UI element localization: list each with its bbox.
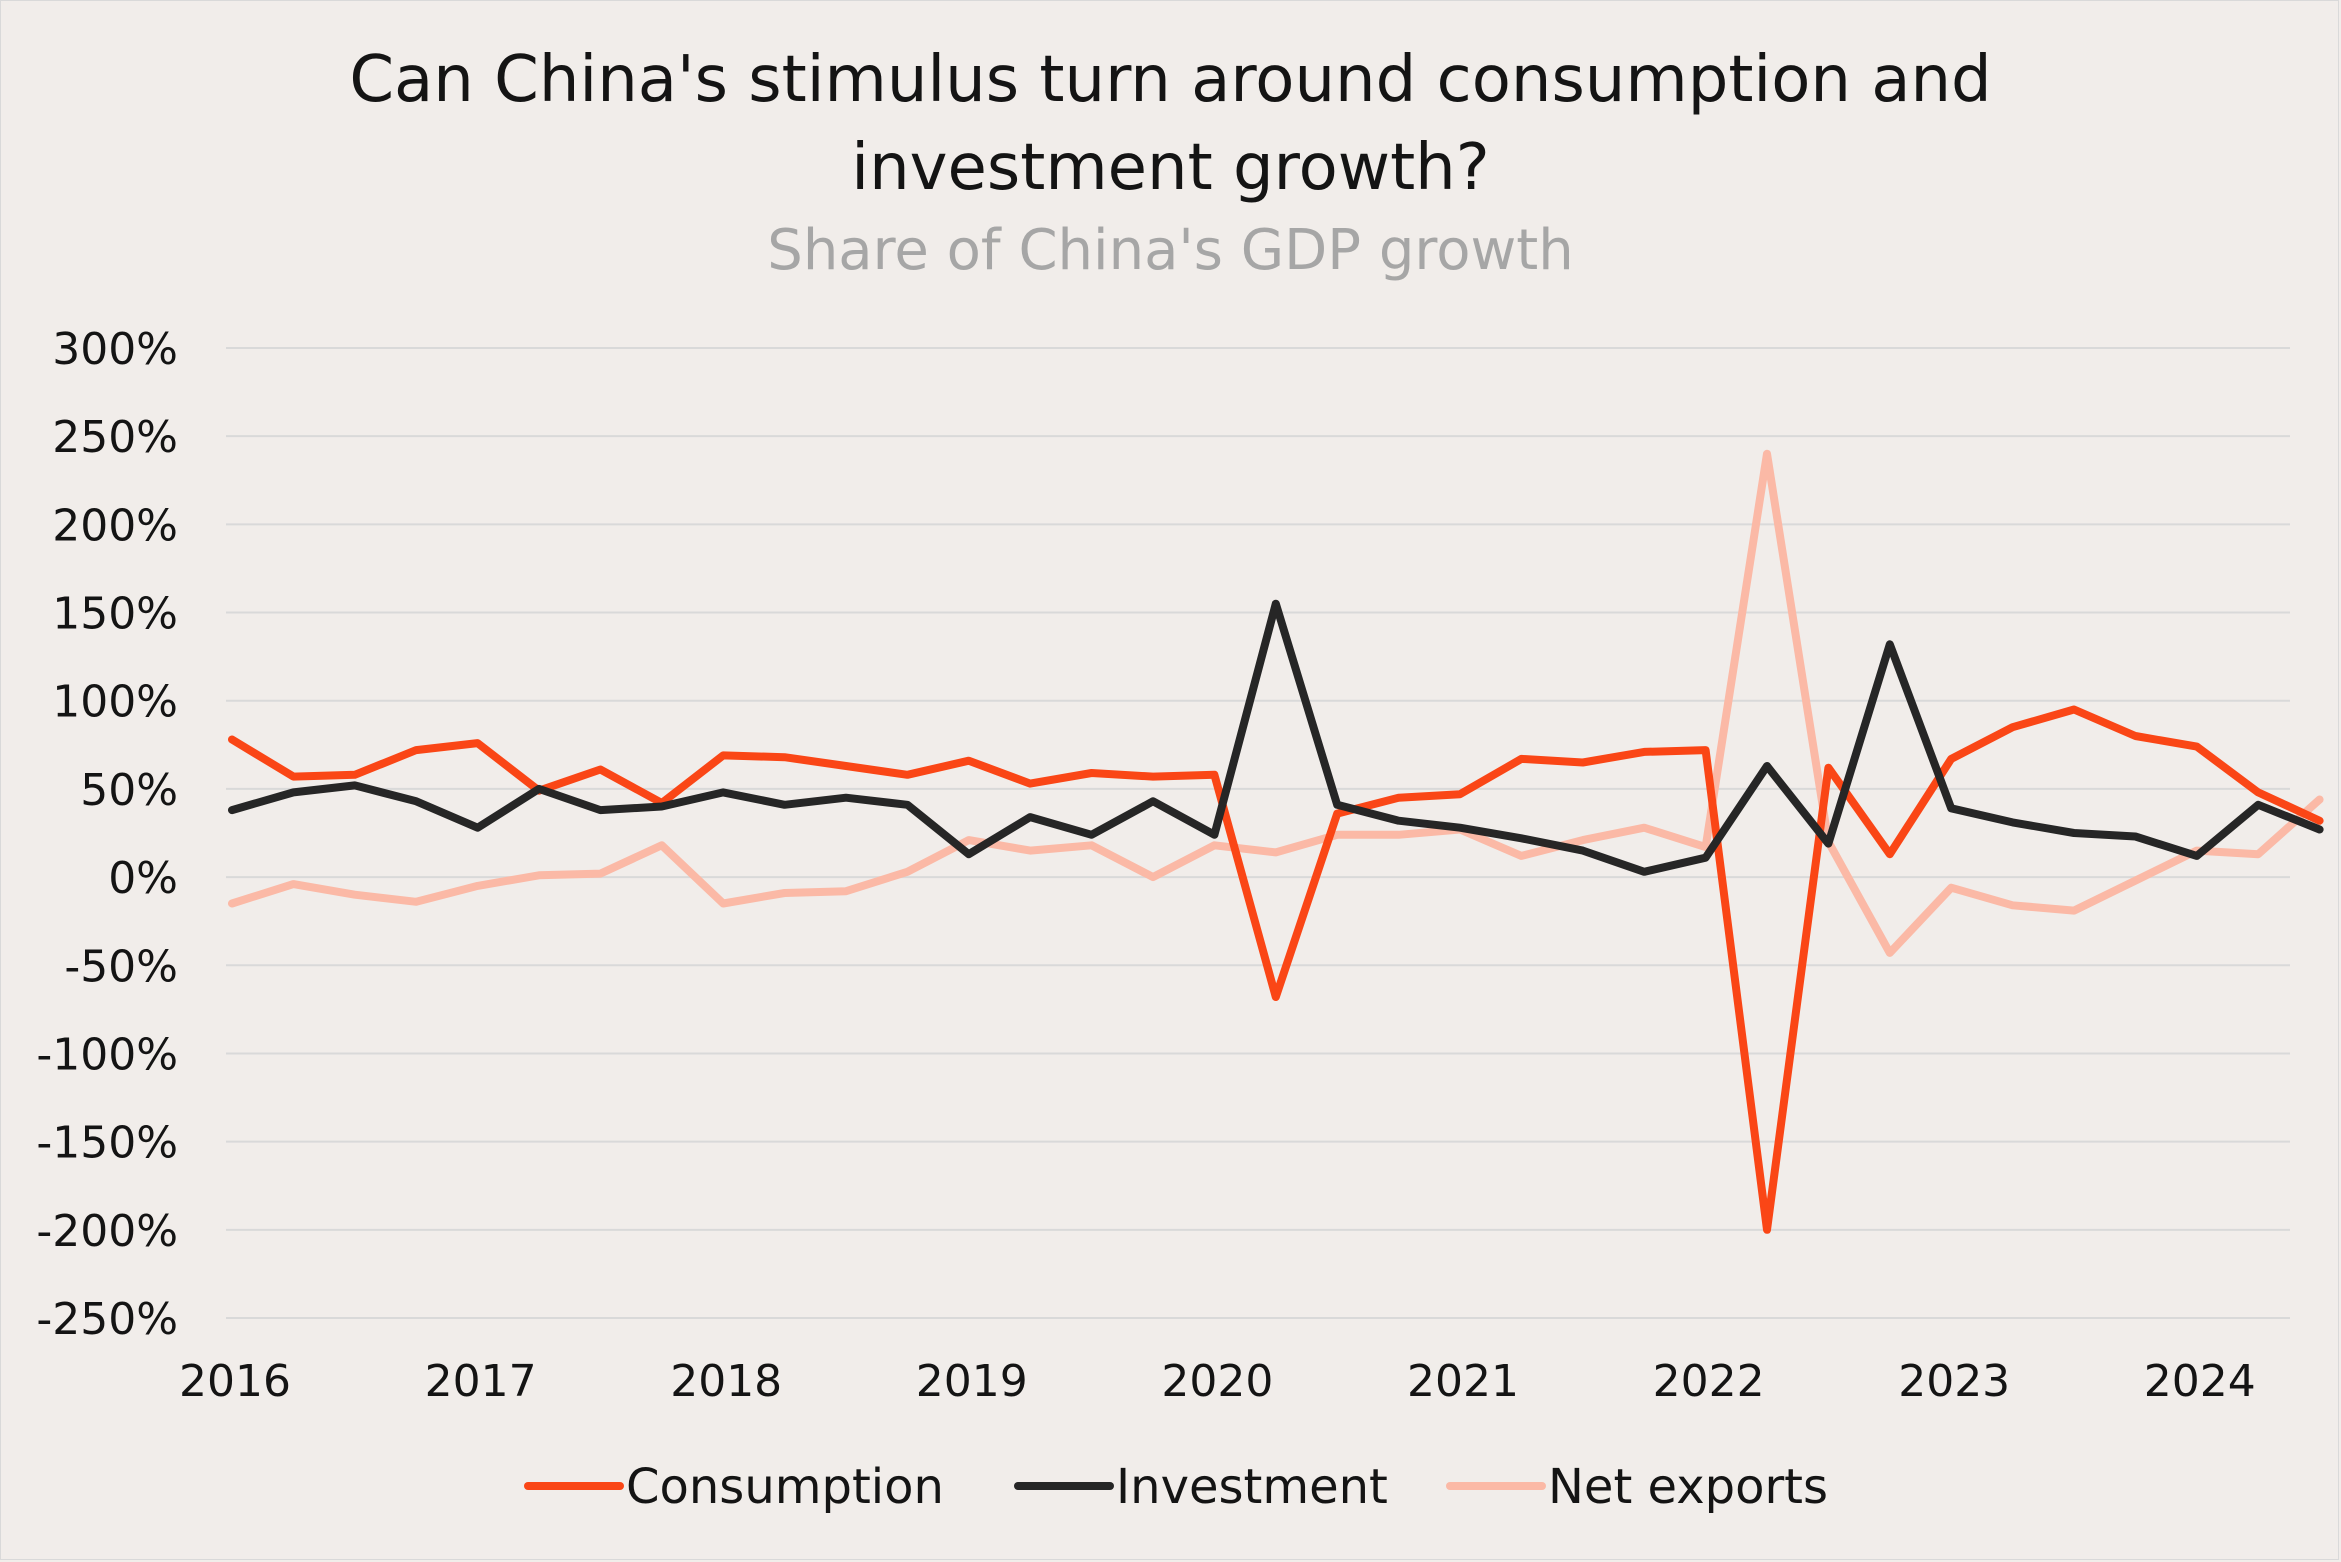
x-tick-label: 2020: [1161, 1356, 1273, 1407]
x-tick-label: 2022: [1653, 1356, 1765, 1407]
x-axis-ticks: 2016 2017 2018 2019 2020 2021 2022 2023 2024: [179, 1356, 2256, 1407]
x-tick-label: 2023: [1898, 1356, 2010, 1407]
y-tick-label: 250%: [52, 412, 178, 463]
legend-label: Net exports: [1548, 1459, 1828, 1515]
series-line-investment: [228, 599, 2324, 876]
y-tick-label: 300%: [52, 324, 178, 375]
y-tick-label: 0%: [108, 853, 178, 904]
y-tick-label: -200%: [36, 1206, 178, 1257]
x-tick-label: 2019: [916, 1356, 1028, 1407]
x-tick-label: 2024: [2144, 1356, 2256, 1407]
chart-title: Can China's stimulus turn around consump…: [349, 43, 1992, 205]
legend-label: Investment: [1116, 1459, 1388, 1515]
y-tick-label: 100%: [52, 677, 178, 728]
y-tick-label: -100%: [36, 1029, 178, 1080]
y-tick-label: -50%: [64, 941, 178, 992]
y-tick-label: -250%: [36, 1294, 178, 1345]
series-line-net-exports: [228, 449, 2324, 957]
y-tick-label: 50%: [80, 765, 178, 816]
x-tick-label: 2018: [670, 1356, 782, 1407]
series-lines: [228, 449, 2324, 1234]
x-tick-label: 2021: [1407, 1356, 1519, 1407]
series-line-consumption: [228, 705, 2324, 1234]
x-tick-label: 2016: [179, 1356, 291, 1407]
y-tick-label: -150%: [36, 1118, 178, 1169]
chart-subtitle: Share of China's GDP growth: [767, 218, 1574, 283]
gridlines: [226, 347, 2290, 1319]
legend-label: Consumption: [626, 1459, 944, 1515]
x-tick-label: 2017: [425, 1356, 537, 1407]
y-axis-ticks: 300% 250% 200% 150% 100% 50% 0% -50% -100% -150% -…: [36, 324, 178, 1345]
y-tick-label: 150%: [52, 589, 178, 640]
legend: Consumption Investment Net exports: [524, 1459, 1828, 1515]
y-tick-label: 200%: [52, 500, 178, 551]
